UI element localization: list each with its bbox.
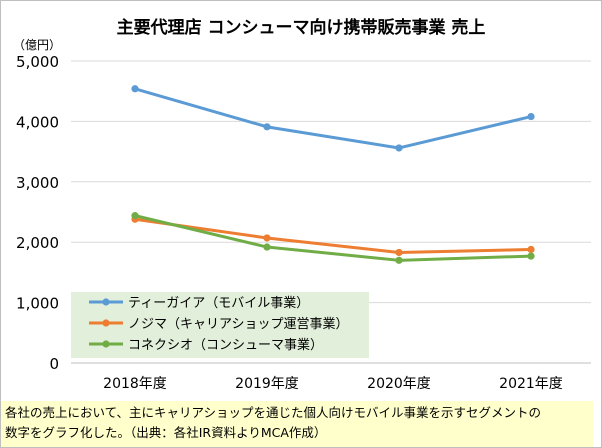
data-point (131, 212, 139, 220)
y-tick-label: 4,000 (16, 113, 59, 131)
data-point (527, 112, 535, 121)
legend-marker-0 (102, 298, 110, 306)
data-point (263, 234, 271, 242)
legend: ティーガイア（モバイル事業） ノジマ（キャリアショップ運営事業） コネクシオ（コンシ… (71, 292, 369, 358)
data-point (395, 144, 403, 152)
y-tick-label: 2,000 (16, 234, 59, 252)
x-tick-label: 2020年度 (367, 376, 431, 392)
series-group (131, 85, 535, 264)
legend-label-2: コネクシオ（コンシューマ事業） (128, 337, 323, 353)
series-line-1 (133, 217, 533, 254)
x-tick-label: 2018年度 (103, 376, 167, 392)
legend-marker-2 (102, 340, 110, 348)
y-tick-label: 3,000 (16, 174, 59, 192)
x-tick-label: 2021年度 (499, 376, 563, 392)
y-tick-label: 5,000 (16, 53, 59, 71)
data-point (263, 123, 271, 131)
line-chart: 主要代理店 コンシューマ向け携帯販売事業 売上 （億円） 0 1,000 2,000… (13, 17, 591, 392)
y-tick-label: 0 (49, 355, 59, 373)
y-tick-label: 1,000 (16, 295, 59, 313)
x-tick-label: 2019年度 (235, 376, 299, 392)
series-line-0 (133, 87, 533, 150)
data-point (527, 252, 535, 260)
data-point (263, 243, 271, 251)
data-point (527, 245, 535, 254)
legend-label-1: ノジマ（キャリアショップ運営事業） (128, 316, 348, 332)
data-point (395, 256, 403, 264)
footnote: 各社の売上において、主にキャリアショップを通じた個人向けモバイル事業を示すセグメ… (1, 401, 593, 447)
chart-title: 主要代理店 コンシューマ向け携帯販売事業 売上 (117, 17, 486, 38)
data-point (395, 248, 403, 257)
series-line-2 (133, 214, 533, 262)
y-axis-unit-label: （億円） (13, 38, 61, 52)
legend-label-0: ティーガイア（モバイル事業） (128, 295, 309, 311)
legend-marker-1 (102, 319, 110, 327)
data-point (131, 85, 139, 93)
x-axis-ticks: 2018年度 2019年度 2020年度 2021年度 (103, 376, 563, 392)
y-axis-ticks: 0 1,000 2,000 3,000 4,000 5,000 (16, 53, 59, 373)
